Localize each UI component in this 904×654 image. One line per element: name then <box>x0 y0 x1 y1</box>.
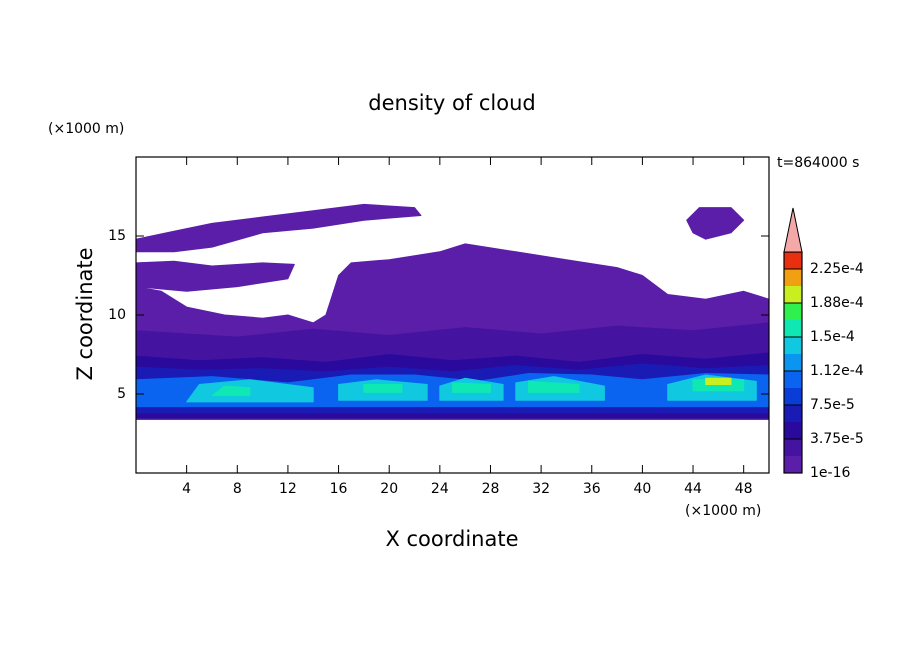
colorbar-tick-label: 7.5e-5 <box>810 397 855 413</box>
x-unit: (×1000 m) <box>685 503 761 519</box>
colorbar-band <box>784 405 802 422</box>
x-tick-label: 48 <box>735 481 753 497</box>
y-tick-label: 5 <box>117 386 126 402</box>
contour-region <box>363 384 403 393</box>
x-tick-label: 8 <box>233 481 242 497</box>
colorbar-band <box>784 354 802 371</box>
x-tick-label: 44 <box>684 481 702 497</box>
x-tick-label: 20 <box>380 481 398 497</box>
colorbar-band <box>784 269 802 286</box>
time-annotation: t=864000 s <box>777 155 859 171</box>
colorbar-band <box>784 286 802 303</box>
colorbar-tick-label: 1.88e-4 <box>810 295 864 311</box>
colorbar-band <box>784 456 802 473</box>
colorbar-band <box>784 252 802 269</box>
y-tick-label: 15 <box>108 228 126 244</box>
contour-region <box>686 207 745 240</box>
colorbar-extend <box>783 207 803 253</box>
colorbar-tick-label: 2.25e-4 <box>810 261 864 277</box>
colorbar-band <box>784 320 802 337</box>
x-tick-label: 12 <box>279 481 297 497</box>
colorbar-tick-label: 1e-16 <box>810 465 850 481</box>
colorbar-band <box>784 388 802 405</box>
contour-region <box>211 385 251 397</box>
colorbar-band <box>784 337 802 354</box>
x-tick-label: 24 <box>431 481 449 497</box>
x-tick-label: 32 <box>532 481 550 497</box>
contour-region <box>705 377 732 385</box>
contour-region <box>135 260 295 292</box>
contour-region <box>452 382 491 393</box>
contour-region <box>135 203 422 253</box>
x-tick-label: 16 <box>330 481 348 497</box>
colorbar-band <box>784 422 802 439</box>
chart-title: density of cloud <box>368 91 535 115</box>
x-axis-label: X coordinate <box>385 527 518 551</box>
colorbar-band <box>784 303 802 320</box>
x-tick-label: 4 <box>182 481 191 497</box>
x-tick-label: 40 <box>633 481 651 497</box>
contour-region <box>528 380 580 393</box>
y-unit: (×1000 m) <box>48 121 124 137</box>
y-axis-label: Z coordinate <box>73 247 97 380</box>
colorbar-band <box>784 439 802 456</box>
x-tick-label: 36 <box>583 481 601 497</box>
y-tick-label: 10 <box>108 307 126 323</box>
colorbar-tick-label: 1.12e-4 <box>810 363 864 379</box>
colorbar-tick-label: 1.5e-4 <box>810 329 855 345</box>
x-tick-label: 28 <box>482 481 500 497</box>
colorbar-band <box>784 371 802 388</box>
colorbar-tick-label: 3.75e-5 <box>810 431 864 447</box>
